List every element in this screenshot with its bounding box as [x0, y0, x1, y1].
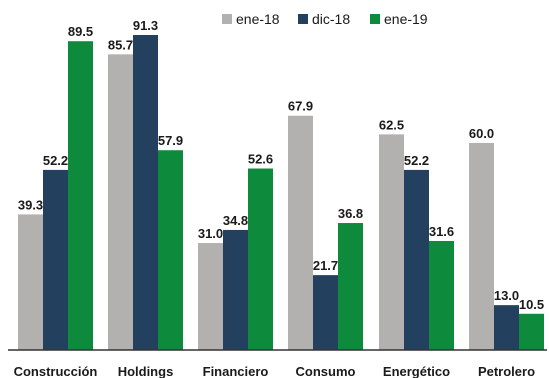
- bar-dic-18-0: [43, 169, 68, 350]
- bar-ene-19-1: [158, 150, 183, 350]
- bar-ene-19-3: [338, 223, 363, 350]
- value-label-ene-18-1: 85.7: [108, 37, 133, 52]
- bar-dic-18-2: [223, 229, 248, 350]
- bar-ene-19-0: [68, 41, 93, 350]
- category-label-3: Consumo: [296, 364, 356, 378]
- value-label-dic-18-3: 21.7: [313, 258, 338, 273]
- category-label-4: Energético: [383, 364, 450, 378]
- legend-swatch-ene-18: [222, 14, 232, 24]
- value-label-ene-19-1: 57.9: [158, 133, 183, 148]
- value-label-dic-18-5: 13.0: [494, 288, 519, 303]
- chart-category-labels: Construcción Holdings Financiero Consumo Ene…: [14, 364, 535, 378]
- value-label-ene-18-3: 67.9: [288, 99, 313, 114]
- bar-dic-18-3: [313, 275, 338, 350]
- value-label-ene-19-3: 36.8: [338, 206, 363, 221]
- bar-ene-18-1: [108, 54, 133, 350]
- value-label-ene-19-2: 52.6: [248, 152, 273, 167]
- bar-ene-19-5: [519, 313, 544, 350]
- legend-swatch-dic-18: [298, 14, 308, 24]
- legend-label-ene-19: ene-19: [384, 11, 428, 27]
- chart-bars: [18, 35, 544, 350]
- value-label-ene-19-0: 89.5: [68, 24, 93, 39]
- legend-label-dic-18: dic-18: [312, 11, 350, 27]
- legend-swatch-ene-19: [370, 14, 380, 24]
- bar-ene-18-3: [288, 115, 313, 350]
- bar-dic-18-4: [404, 169, 429, 350]
- value-label-dic-18-4: 52.2: [404, 153, 429, 168]
- category-label-0: Construcción: [14, 364, 98, 378]
- value-label-dic-18-2: 34.8: [223, 213, 248, 228]
- bar-dic-18-5: [494, 305, 519, 350]
- bar-ene-18-4: [379, 134, 404, 350]
- bar-ene-19-2: [248, 168, 273, 350]
- value-label-ene-19-5: 10.5: [519, 297, 544, 312]
- bar-ene-18-0: [18, 214, 43, 350]
- category-label-5: Petrolero: [478, 364, 535, 378]
- value-label-ene-18-5: 60.0: [469, 126, 494, 141]
- value-label-ene-18-4: 62.5: [379, 117, 404, 132]
- category-label-1: Holdings: [118, 364, 174, 378]
- chart-legend: ene-18 dic-18 ene-19: [222, 11, 428, 27]
- value-label-ene-18-2: 31.0: [198, 226, 223, 241]
- bar-dic-18-1: [133, 35, 158, 350]
- bar-ene-18-5: [469, 142, 494, 350]
- value-label-ene-19-4: 31.6: [429, 224, 454, 239]
- value-label-dic-18-0: 52.2: [43, 153, 68, 168]
- bar-ene-19-4: [429, 240, 454, 350]
- value-label-ene-18-0: 39.3: [18, 197, 43, 212]
- bar-ene-18-2: [198, 243, 223, 350]
- chart-value-labels: 39.3 52.2 89.5 85.791.3 57.9 31.034.8 52.6 67.9…: [18, 18, 544, 312]
- category-label-2: Financiero: [203, 364, 269, 378]
- value-label-dic-18-1: 91.3: [133, 18, 158, 33]
- legend-label-ene-18: ene-18: [236, 11, 280, 27]
